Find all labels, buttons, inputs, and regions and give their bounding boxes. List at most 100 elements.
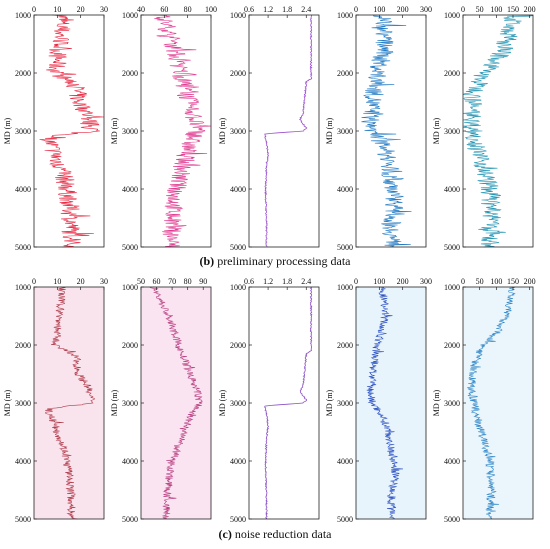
x-tick-label: 10 bbox=[53, 277, 61, 286]
x-tick-label: 50 bbox=[476, 277, 484, 286]
caption-b-text: preliminary processing data bbox=[214, 254, 351, 268]
x-tick-label: 80 bbox=[184, 277, 192, 286]
y-tick-label: 1000 bbox=[444, 283, 460, 292]
panel-background bbox=[34, 287, 104, 519]
log-panel-c-3: 0.6 1.2 1.8 2.4 1000 2000 3000 4000 5000 MD (m) bbox=[218, 277, 320, 524]
y-tick-label: 1000 bbox=[230, 283, 246, 292]
x-tick-label: 0.6 bbox=[244, 277, 254, 286]
y-tick-label: 3000 bbox=[122, 399, 138, 408]
y-axis-title: MD (m) bbox=[218, 117, 227, 144]
x-tick-label: 100 bbox=[490, 5, 502, 14]
y-tick-label: 4000 bbox=[230, 185, 246, 194]
x-tick-label: 200 bbox=[524, 5, 536, 14]
y-tick-label: 1000 bbox=[15, 11, 31, 20]
x-tick-label: 1.2 bbox=[263, 5, 273, 14]
log-curve bbox=[39, 14, 105, 248]
panel-background bbox=[249, 287, 319, 519]
caption-c: (c) noise reduction data bbox=[0, 527, 550, 542]
panel-background bbox=[249, 15, 319, 247]
log-curve bbox=[366, 286, 404, 520]
y-tick-label: 2000 bbox=[122, 341, 138, 350]
y-tick-label: 5000 bbox=[122, 515, 138, 524]
log-panel-b-1: 0 10 20 30 1000 2000 3000 4000 5000 MD (m) bbox=[3, 5, 108, 252]
y-tick-label: 4000 bbox=[444, 457, 460, 466]
x-tick-label: 100 bbox=[490, 277, 502, 286]
x-tick-label: 0 bbox=[354, 5, 358, 14]
log-panel-b-2: 40 60 80 100 1000 2000 3000 4000 5000 MD (m) bbox=[110, 5, 217, 252]
y-tick-label: 4000 bbox=[122, 457, 138, 466]
y-tick-label: 1000 bbox=[15, 283, 31, 292]
y-axis-title: MD (m) bbox=[432, 117, 441, 144]
y-tick-label: 2000 bbox=[444, 341, 460, 350]
caption-c-letter: (c) bbox=[218, 527, 232, 541]
y-tick-label: 5000 bbox=[444, 243, 460, 252]
y-tick-label: 1000 bbox=[444, 11, 460, 20]
log-panel-c-5: 0 50 100 150 200 1000 2000 3000 4000 5000 MD (m) bbox=[432, 277, 536, 524]
x-tick-label: 100 bbox=[373, 277, 385, 286]
y-axis-title: MD (m) bbox=[432, 389, 441, 416]
y-tick-label: 2000 bbox=[230, 341, 246, 350]
y-tick-label: 2000 bbox=[337, 341, 353, 350]
x-tick-label: 30 bbox=[100, 5, 108, 14]
x-tick-label: 100 bbox=[205, 5, 217, 14]
log-panel-c-1: 0 10 20 30 1000 2000 3000 4000 5000 MD (m) bbox=[3, 277, 108, 524]
log-panel-b-3: 0.6 1.2 1.8 2.4 1000 2000 3000 4000 5000 MD (m) bbox=[218, 5, 320, 252]
x-tick-label: 200 bbox=[397, 277, 409, 286]
caption-c-text: noise reduction data bbox=[231, 527, 332, 541]
y-tick-label: 2000 bbox=[15, 341, 31, 350]
y-tick-label: 2000 bbox=[337, 69, 353, 78]
x-tick-label: 30 bbox=[100, 277, 108, 286]
x-tick-label: 0 bbox=[461, 5, 465, 14]
y-tick-label: 1000 bbox=[337, 11, 353, 20]
y-tick-label: 1000 bbox=[230, 11, 246, 20]
x-tick-label: 0 bbox=[32, 5, 36, 14]
x-tick-label: 10 bbox=[53, 5, 61, 14]
y-tick-label: 5000 bbox=[15, 243, 31, 252]
y-tick-label: 5000 bbox=[444, 515, 460, 524]
y-tick-label: 3000 bbox=[15, 399, 31, 408]
y-tick-label: 4000 bbox=[122, 185, 138, 194]
x-tick-label: 1.8 bbox=[282, 277, 292, 286]
y-tick-label: 3000 bbox=[337, 399, 353, 408]
x-tick-label: 80 bbox=[184, 5, 192, 14]
log-panel-c-2: 50 60 70 80 90 1000 2000 3000 4000 5000 MD (m) bbox=[110, 277, 212, 524]
y-tick-label: 5000 bbox=[122, 243, 138, 252]
y-tick-label: 5000 bbox=[337, 515, 353, 524]
x-tick-label: 300 bbox=[420, 277, 432, 286]
y-tick-label: 2000 bbox=[230, 69, 246, 78]
y-tick-label: 1000 bbox=[122, 11, 138, 20]
y-tick-label: 1000 bbox=[337, 283, 353, 292]
x-tick-label: 200 bbox=[397, 5, 409, 14]
y-tick-label: 4000 bbox=[337, 185, 353, 194]
x-tick-label: 150 bbox=[507, 277, 519, 286]
log-curve bbox=[466, 286, 516, 520]
y-tick-label: 4000 bbox=[15, 185, 31, 194]
x-tick-label: 0.6 bbox=[244, 5, 254, 14]
x-tick-label: 50 bbox=[476, 5, 484, 14]
x-tick-label: 300 bbox=[420, 5, 432, 14]
y-tick-label: 5000 bbox=[15, 515, 31, 524]
y-tick-label: 5000 bbox=[230, 243, 246, 252]
panel-background bbox=[463, 15, 533, 247]
y-tick-label: 3000 bbox=[230, 399, 246, 408]
x-tick-label: 150 bbox=[507, 5, 519, 14]
y-axis-title: MD (m) bbox=[218, 389, 227, 416]
y-tick-label: 5000 bbox=[337, 243, 353, 252]
log-curve bbox=[149, 286, 203, 520]
x-tick-label: 20 bbox=[77, 5, 85, 14]
y-tick-label: 3000 bbox=[122, 127, 138, 136]
log-curve bbox=[264, 14, 313, 248]
panel-background bbox=[141, 15, 211, 247]
panel-background bbox=[356, 15, 426, 247]
x-tick-label: 50 bbox=[137, 277, 145, 286]
x-tick-label: 200 bbox=[524, 277, 536, 286]
x-tick-label: 40 bbox=[137, 5, 145, 14]
x-tick-label: 0 bbox=[461, 277, 465, 286]
panel-background bbox=[141, 287, 211, 519]
x-tick-label: 20 bbox=[77, 277, 85, 286]
y-axis-title: MD (m) bbox=[3, 389, 12, 416]
y-tick-label: 2000 bbox=[444, 69, 460, 78]
log-curve bbox=[264, 286, 313, 519]
x-tick-label: 60 bbox=[160, 5, 168, 14]
